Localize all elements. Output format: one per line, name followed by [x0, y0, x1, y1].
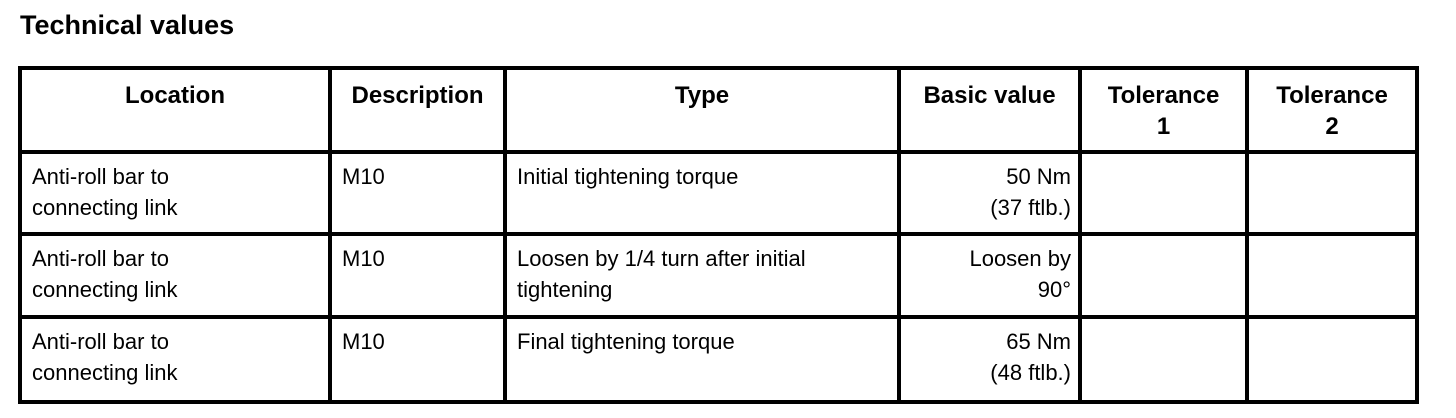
column-header-tolerance-1: Tolerance 1	[1078, 66, 1249, 154]
table-row: Anti-roll bar to connecting link M10 Fin…	[18, 315, 1419, 404]
cell-tolerance-2	[1245, 232, 1419, 319]
cell-basic-value: 65 Nm (48 ftlb.)	[897, 315, 1082, 404]
cell-type: Final tightening torque	[503, 315, 901, 404]
cell-tolerance-2	[1245, 315, 1419, 404]
cell-location: Anti-roll bar to connecting link	[18, 150, 332, 236]
cell-description: M10	[328, 315, 507, 404]
cell-tolerance-2	[1245, 150, 1419, 236]
cell-location: Anti-roll bar to connecting link	[18, 315, 332, 404]
cell-basic-value: Loosen by 90°	[897, 232, 1082, 319]
cell-basic-value: 50 Nm (37 ftlb.)	[897, 150, 1082, 236]
cell-description: M10	[328, 232, 507, 319]
column-header-location: Location	[18, 66, 332, 154]
page-title: Technical values	[20, 10, 235, 40]
column-header-basic-value: Basic value	[897, 66, 1082, 154]
cell-description: M10	[328, 150, 507, 236]
cell-type: Loosen by 1/4 turn after initial tighten…	[503, 232, 901, 319]
cell-tolerance-1	[1078, 150, 1249, 236]
table-row: Anti-roll bar to connecting link M10 Ini…	[18, 150, 1419, 236]
cell-tolerance-1	[1078, 315, 1249, 404]
cell-tolerance-1	[1078, 232, 1249, 319]
column-header-tolerance-2: Tolerance 2	[1245, 66, 1419, 154]
column-header-description: Description	[328, 66, 507, 154]
technical-values-table: Location Description Type Basic value To…	[18, 66, 1419, 404]
table-header-row: Location Description Type Basic value To…	[18, 66, 1419, 154]
table-row: Anti-roll bar to connecting link M10 Loo…	[18, 232, 1419, 319]
column-header-type: Type	[503, 66, 901, 154]
cell-type: Initial tightening torque	[503, 150, 901, 236]
cell-location: Anti-roll bar to connecting link	[18, 232, 332, 319]
